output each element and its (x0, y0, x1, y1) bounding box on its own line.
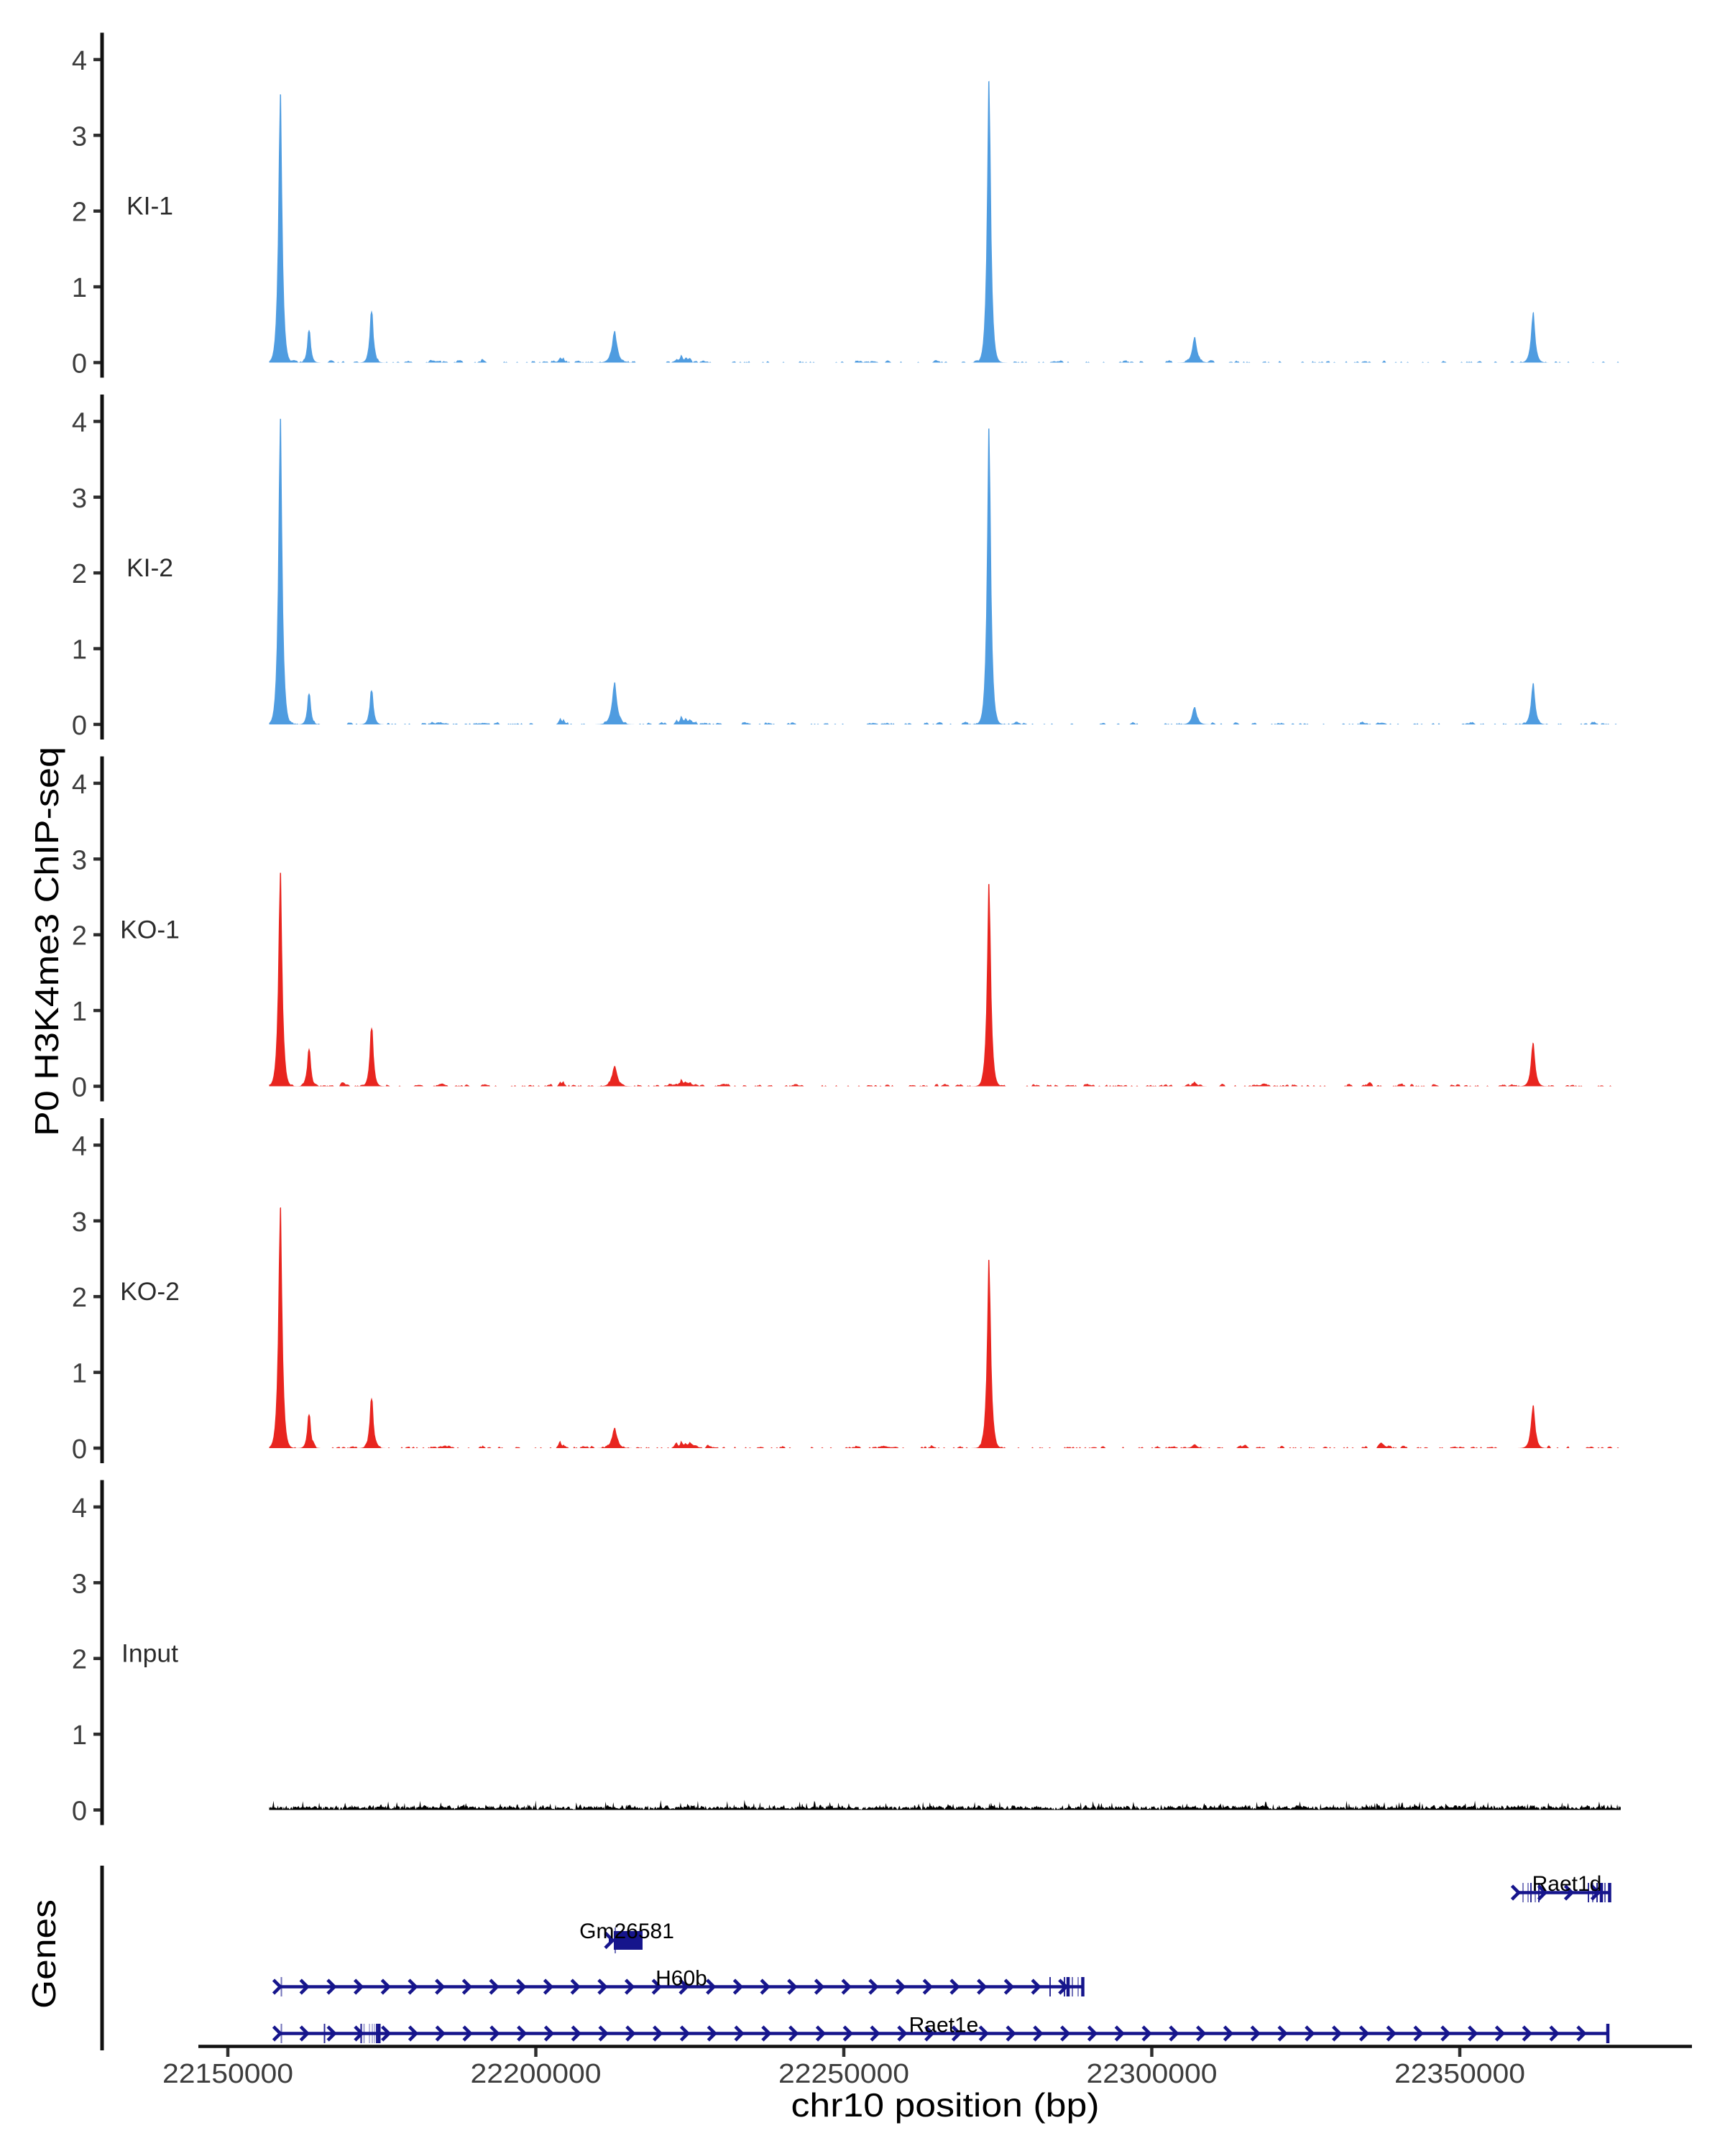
svg-text:1: 1 (72, 1359, 87, 1389)
svg-text:4: 4 (72, 1493, 87, 1524)
svg-text:2: 2 (72, 1283, 87, 1313)
svg-text:Raet1e: Raet1e (909, 2014, 979, 2037)
svg-text:0: 0 (72, 1073, 87, 1103)
svg-text:2: 2 (72, 1645, 87, 1675)
svg-text:0: 0 (72, 711, 87, 741)
svg-text:4: 4 (72, 407, 87, 438)
svg-text:2: 2 (72, 921, 87, 952)
svg-text:4: 4 (72, 770, 87, 800)
svg-text:3: 3 (72, 484, 87, 514)
svg-text:22250000: 22250000 (778, 2059, 909, 2089)
svg-text:KO-2: KO-2 (120, 1277, 180, 1306)
svg-text:KO-1: KO-1 (120, 916, 180, 944)
svg-text:1: 1 (72, 1720, 87, 1751)
svg-text:Input: Input (121, 1639, 178, 1668)
svg-text:Raet1d: Raet1d (1532, 1872, 1602, 1896)
svg-text:0: 0 (72, 349, 87, 379)
svg-text:22150000: 22150000 (162, 2059, 293, 2089)
svg-text:1: 1 (72, 635, 87, 665)
svg-text:2: 2 (72, 198, 87, 228)
svg-text:KI-1: KI-1 (126, 192, 173, 221)
svg-text:22300000: 22300000 (1087, 2059, 1218, 2089)
svg-text:3: 3 (72, 845, 87, 875)
svg-text:4: 4 (72, 46, 87, 76)
svg-text:KI-2: KI-2 (126, 553, 173, 582)
svg-text:chr10 position (bp): chr10 position (bp) (791, 2086, 1100, 2124)
svg-text:Gm26581: Gm26581 (579, 1920, 674, 1943)
svg-text:3: 3 (72, 121, 87, 152)
svg-text:3: 3 (72, 1207, 87, 1238)
svg-text:2: 2 (72, 559, 87, 589)
svg-text:0: 0 (72, 1434, 87, 1465)
svg-text:3: 3 (72, 1569, 87, 1599)
svg-text:4: 4 (72, 1131, 87, 1161)
svg-text:22350000: 22350000 (1394, 2059, 1525, 2089)
svg-text:H60b: H60b (656, 1967, 707, 1991)
svg-text:22200000: 22200000 (471, 2059, 602, 2089)
svg-text:Genes: Genes (25, 1899, 63, 2009)
svg-text:0: 0 (72, 1797, 87, 1827)
svg-text:1: 1 (72, 997, 87, 1027)
svg-text:P0 H3K4me3 ChIP-seq: P0 H3K4me3 ChIP-seq (28, 747, 65, 1136)
svg-text:1: 1 (72, 273, 87, 303)
